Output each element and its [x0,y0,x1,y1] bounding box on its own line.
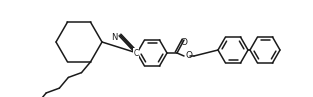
Text: O: O [181,38,187,47]
Text: O: O [186,52,193,61]
Text: N: N [112,33,118,42]
Text: C: C [133,48,139,58]
